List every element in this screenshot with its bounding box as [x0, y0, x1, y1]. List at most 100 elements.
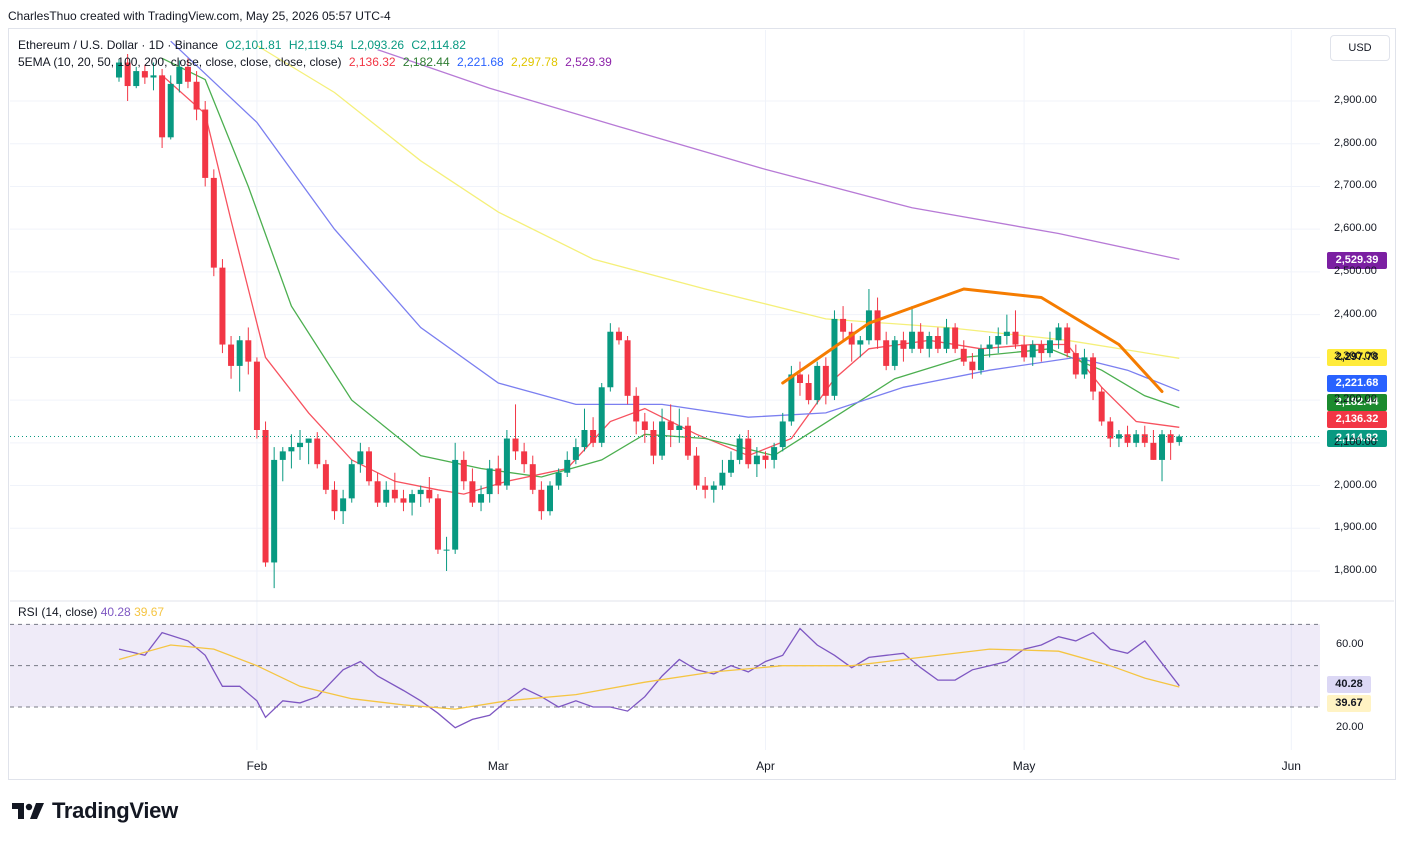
candle-body: [1124, 434, 1131, 443]
candle-body: [288, 447, 295, 452]
candle-body: [633, 395, 640, 422]
rsi-tick-label: 60.00: [1336, 638, 1364, 650]
candle-body: [1107, 421, 1114, 439]
candle-body: [762, 455, 769, 460]
candle-body: [314, 438, 321, 465]
candle-body: [624, 340, 631, 396]
candle-body: [434, 498, 441, 550]
candle-body: [357, 451, 364, 465]
candle-body: [771, 447, 778, 460]
price-tag: 2,114.82: [1327, 430, 1387, 447]
symbol-legend[interactable]: Ethereum / U.S. Dollar · 1D · Binance O2…: [18, 38, 470, 52]
candle-body: [478, 494, 485, 503]
candle-body: [1133, 434, 1140, 443]
candle-body: [590, 430, 597, 443]
price-tick-label: 2,200.00: [1334, 393, 1377, 406]
time-tick-label: Jun: [1281, 759, 1301, 773]
candle-body: [926, 336, 933, 349]
candle-body: [409, 494, 416, 503]
candle-body: [814, 365, 821, 401]
price-tick-label: 2,300.00: [1334, 350, 1377, 363]
candle-body: [547, 485, 553, 512]
candle-body: [426, 489, 433, 499]
candle-body: [400, 498, 407, 503]
candle-body: [659, 421, 666, 456]
ema-line: [256, 44, 1180, 359]
candle-body: [978, 348, 984, 371]
chart-credit: CharlesThuo created with TradingView.com…: [8, 9, 391, 23]
ema-line: [377, 49, 1180, 261]
candle-body: [486, 468, 493, 495]
candle-body: [607, 331, 614, 388]
high-value: H2,119.54: [288, 38, 344, 52]
rounded-top-arc: [781, 287, 1164, 393]
candle-body: [943, 327, 950, 349]
ema-line: [170, 40, 1180, 418]
candle-body: [228, 344, 235, 366]
candle-body: [503, 438, 510, 486]
candle-body: [986, 344, 993, 349]
candle-body: [840, 318, 847, 332]
candle-body: [469, 481, 476, 503]
price-tick-label: 2,000.00: [1334, 478, 1377, 491]
candle-body: [460, 459, 467, 482]
candle-body: [417, 489, 424, 495]
candle-body: [1064, 327, 1071, 354]
rsi-ma-value: 39.67: [134, 605, 165, 619]
candle-body: [348, 464, 355, 499]
candle-body: [917, 331, 924, 349]
rsi-legend[interactable]: RSI (14, close) 40.28 39.67: [18, 605, 164, 619]
candle-body: [702, 485, 709, 490]
candle-body: [728, 459, 735, 473]
ema100-value: 2,297.78: [511, 55, 558, 69]
candle-body: [995, 336, 1002, 345]
ema20-value: 2,182.44: [402, 55, 450, 69]
candle-body: [796, 374, 803, 383]
candle-body: [305, 438, 312, 443]
candle-body: [598, 387, 605, 443]
candle-body: [1176, 436, 1183, 443]
candle-body: [960, 348, 967, 362]
candle-body: [865, 310, 872, 341]
candle-body: [753, 455, 760, 465]
candle-body: [969, 361, 976, 371]
candle-body: [745, 438, 752, 465]
candle-body: [219, 267, 226, 345]
candle-body: [572, 447, 579, 460]
candle-body: [1038, 344, 1045, 354]
candle-body: [141, 71, 148, 78]
candle-body: [236, 340, 243, 366]
candle-body: [857, 340, 864, 345]
ema10-value: 2,136.32: [348, 55, 396, 69]
candle-body: [1150, 442, 1157, 460]
candle-body: [934, 336, 941, 349]
candle-body: [159, 75, 166, 138]
candle-body: [340, 498, 347, 512]
candle-body: [210, 177, 217, 268]
candle-body: [874, 310, 881, 341]
candle-body: [805, 383, 812, 401]
candle-body: [1098, 391, 1105, 422]
candle-body: [167, 83, 174, 138]
candle-body: [1141, 434, 1148, 443]
low-value: L2,093.26: [350, 38, 405, 52]
candle-body: [133, 71, 140, 87]
candle-body: [1021, 344, 1028, 358]
candle-body: [1159, 434, 1166, 460]
rsi-tick-label: 20.00: [1336, 720, 1364, 733]
candle-body: [297, 442, 304, 448]
chart-frame: [8, 28, 1396, 780]
ema200-value: 2,529.39: [565, 55, 612, 69]
candle-body: [322, 464, 329, 490]
price-tag: 2,297.78: [1327, 349, 1387, 366]
candle-body: [883, 340, 890, 366]
candle-body: [365, 451, 372, 482]
ema-title: 5EMA (10, 20, 50, 100, 200, close, close…: [18, 55, 342, 69]
candle-body: [452, 459, 459, 550]
candle-body: [684, 425, 691, 456]
ema-legend[interactable]: 5EMA (10, 20, 50, 100, 200, close, close…: [18, 55, 616, 69]
candle-body: [374, 481, 381, 503]
candle-body: [1072, 353, 1079, 375]
currency-button[interactable]: USD: [1330, 35, 1390, 61]
